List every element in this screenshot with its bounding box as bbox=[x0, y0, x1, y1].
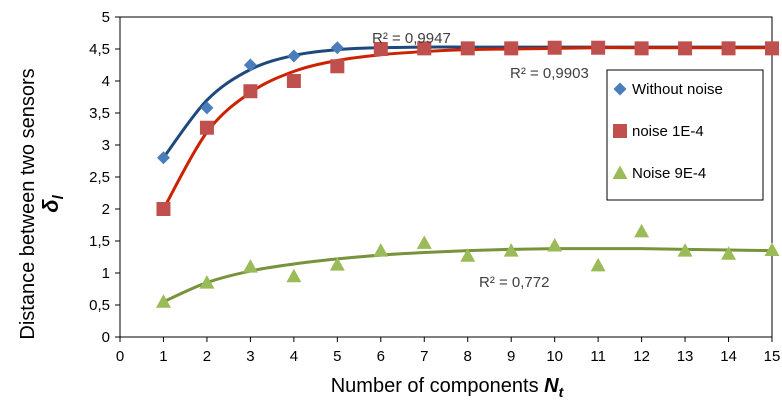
x-tick-label: 0 bbox=[116, 348, 124, 365]
data-point-2 bbox=[721, 41, 736, 56]
y-axis-label: Distance between two sensors bbox=[17, 68, 39, 339]
y-tick-label: 0 bbox=[102, 329, 110, 346]
y-axis: 0 0,5 1 1,5 2 2,5 3 3,5 4 4,5 5 bbox=[89, 9, 120, 346]
x-axis: 0 1 2 3 4 5 6 7 8 9 10 11 12 13 14 15 bbox=[116, 337, 781, 365]
data-point-3 bbox=[199, 275, 215, 289]
x-axis-label-text: Number of components bbox=[331, 375, 544, 397]
legend-marker-1 bbox=[613, 82, 627, 96]
r2-labels: R² = 0,9947 R² = 0,9903 R² = 0,772 bbox=[372, 30, 589, 291]
data-point-3 bbox=[503, 243, 519, 257]
data-point-3 bbox=[590, 257, 606, 272]
r2-label-3: R² = 0,772 bbox=[479, 274, 549, 291]
x-axis-label: Number of components Nt bbox=[331, 375, 565, 400]
data-point-3 bbox=[460, 248, 476, 262]
data-point-2 bbox=[156, 202, 171, 216]
y-tick-label: 3,5 bbox=[89, 105, 110, 122]
x-tick-label: 12 bbox=[633, 348, 650, 365]
data-point-3 bbox=[547, 237, 563, 252]
data-point-3 bbox=[329, 257, 345, 271]
y-axis-label-text: Distance between two sensors bbox=[17, 68, 39, 339]
x-axis-symbol-subscript: t bbox=[559, 384, 565, 400]
data-point-2 bbox=[504, 41, 519, 56]
data-point-3 bbox=[721, 246, 737, 260]
data-point-3 bbox=[242, 259, 258, 273]
data-point-2 bbox=[243, 84, 258, 99]
data-point-3 bbox=[155, 294, 171, 308]
data-point-3 bbox=[286, 268, 302, 283]
data-point-2 bbox=[417, 41, 432, 56]
x-tick-label: 1 bbox=[159, 348, 167, 365]
data-point-2 bbox=[199, 120, 214, 135]
legend-marker-2 bbox=[613, 124, 627, 138]
x-tick-label: 13 bbox=[677, 348, 694, 365]
y-tick-label: 4 bbox=[102, 73, 110, 90]
x-tick-label: 9 bbox=[507, 348, 515, 365]
data-point-2 bbox=[678, 41, 693, 56]
y-tick-label: 5 bbox=[102, 9, 110, 26]
data-point-2 bbox=[330, 59, 345, 74]
legend-marker-3 bbox=[612, 165, 628, 179]
data-point-1 bbox=[156, 151, 170, 165]
y-tick-label: 1 bbox=[102, 265, 110, 282]
data-point-3 bbox=[634, 223, 650, 238]
x-tick-label: 11 bbox=[590, 348, 606, 365]
data-point-2 bbox=[547, 40, 562, 55]
data-point-2 bbox=[460, 41, 475, 56]
x-axis-symbol: N bbox=[544, 375, 559, 397]
data-point-1 bbox=[287, 49, 301, 63]
y-tick-label: 2,5 bbox=[89, 169, 110, 186]
x-tick-label: 3 bbox=[246, 348, 254, 365]
data-point-1 bbox=[243, 58, 257, 72]
data-point-2 bbox=[634, 41, 649, 56]
x-tick-label: 14 bbox=[720, 348, 737, 365]
data-point-2 bbox=[765, 41, 779, 56]
y-tick-label: 3 bbox=[102, 137, 110, 154]
r2-label-2: R² = 0,9903 bbox=[510, 65, 589, 82]
y-tick-label: 4,5 bbox=[89, 41, 110, 58]
data-point-1 bbox=[330, 41, 344, 55]
data-point-3 bbox=[677, 243, 693, 257]
y-axis-symbol: δl bbox=[38, 194, 67, 212]
data-markers bbox=[155, 40, 780, 308]
x-tick-label: 5 bbox=[333, 348, 341, 365]
legend-label-1: Without noise bbox=[632, 81, 723, 98]
data-point-1 bbox=[200, 101, 214, 115]
data-point-3 bbox=[416, 235, 432, 249]
x-tick-label: 4 bbox=[290, 348, 298, 365]
legend: Without noise noise 1E-4 Noise 9E-4 bbox=[606, 69, 764, 201]
x-tick-label: 6 bbox=[377, 348, 385, 365]
data-point-3 bbox=[373, 243, 389, 257]
legend-label-2: noise 1E-4 bbox=[632, 123, 704, 140]
x-tick-label: 8 bbox=[464, 348, 472, 365]
data-point-2 bbox=[286, 74, 301, 88]
r2-label-1: R² = 0,9947 bbox=[372, 30, 451, 47]
data-point-2 bbox=[591, 40, 606, 55]
y-axis-symbol-text: δ bbox=[38, 199, 63, 213]
y-tick-label: 0,5 bbox=[89, 297, 110, 314]
x-tick-label: 15 bbox=[764, 348, 781, 365]
legend-label-3: Noise 9E-4 bbox=[632, 165, 706, 182]
y-axis-symbol-subscript: l bbox=[50, 194, 67, 199]
legend-box bbox=[606, 69, 764, 201]
y-tick-label: 2 bbox=[102, 201, 110, 218]
data-point-3 bbox=[764, 242, 780, 256]
data-point-2 bbox=[373, 42, 388, 56]
x-tick-label: 7 bbox=[420, 348, 428, 365]
x-tick-label: 2 bbox=[203, 348, 211, 365]
y-tick-label: 1,5 bbox=[89, 233, 110, 250]
x-tick-label: 10 bbox=[546, 348, 563, 365]
